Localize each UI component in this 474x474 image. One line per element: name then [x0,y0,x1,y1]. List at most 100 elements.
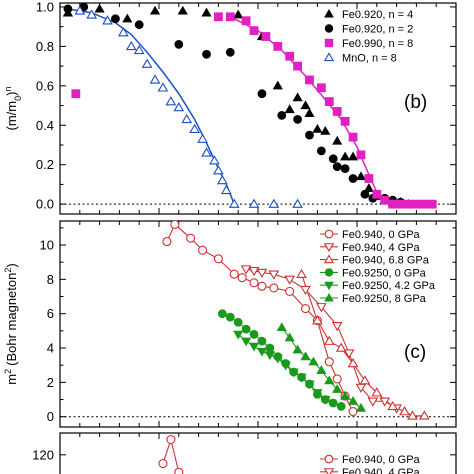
data-point [177,5,188,15]
data-point [149,5,161,15]
data-point [248,267,260,277]
data-point [396,199,405,209]
data-point [257,281,267,291]
data-point [268,270,280,280]
panel-label: (b) [404,92,427,113]
y-tick-label: 4 [47,341,54,356]
data-point [331,321,343,332]
data-point [241,337,252,347]
data-point [300,303,311,314]
data-point [411,199,421,209]
data-point [237,273,247,283]
data-point [213,254,223,264]
data-point [170,221,180,229]
data-point [340,116,350,126]
data-point [229,269,239,279]
legend-label: Fe0.940, 4 GPa [342,242,421,254]
legend-marker [324,281,334,291]
data-point [388,199,398,209]
data-point [305,130,314,140]
data-point [292,198,303,208]
legend-marker [324,454,334,464]
data-point [284,104,295,114]
legend-marker [323,254,335,264]
data-point [276,322,287,332]
data-point [248,198,260,208]
data-point [233,330,244,340]
data-point [312,389,323,398]
plot-area [60,3,456,209]
data-point [249,26,259,36]
data-point [149,74,161,84]
data-point [118,27,129,37]
data-point [225,12,235,22]
legend-marker [324,38,334,48]
data-point [86,9,98,19]
data-point [343,349,355,359]
legend-marker [324,9,334,18]
data-point [249,329,259,339]
legend-label: Fe0.920, n = 2 [342,24,413,36]
data-point [133,44,145,55]
data-point [265,343,275,353]
data-point [198,245,208,255]
data-point [277,111,287,120]
data-point [347,396,359,405]
legend-label: Fe0.940, 0 GPa [342,454,421,466]
data-point [202,49,211,59]
data-point [220,184,232,195]
data-point [292,344,303,354]
data-point [355,402,367,412]
data-point [261,32,271,41]
y-axis-title: (m/m0)n [3,87,23,131]
data-point [364,174,374,183]
data-point [328,154,338,164]
plot-area [60,221,456,420]
data-point [324,357,334,367]
data-point [174,467,184,474]
data-point [300,100,311,110]
data-point [399,406,410,416]
data-point [367,397,379,407]
data-point [419,199,429,209]
y-tick-label: 0.0 [36,197,54,212]
data-point [94,3,105,13]
data-point [285,51,295,61]
data-point [225,47,235,57]
data-point [174,40,184,49]
data-point [379,397,391,407]
data-point [372,189,382,199]
panel-2: 0 2 4 6 8 10 m2(Bohr magneton2) (c) Fe0.940, 0 G… [3,220,457,428]
legend-label: Fe0.9250, 4.2 GPa [342,280,436,292]
legend-marker [323,468,335,474]
y-tick-label: 0.8 [36,39,54,54]
data-point [269,283,279,293]
y-tick-label: 0 [47,409,54,424]
plot-area [158,434,184,474]
data-point [166,434,176,445]
legend-marker [324,229,334,239]
data-point [380,195,390,205]
data-point [197,133,208,143]
data-point [387,400,398,411]
data-point [249,278,259,288]
y-axis-title: m2(Bohr magneton2) [3,263,19,384]
data-point [272,354,283,364]
y-tick-label: 120 [32,447,54,462]
data-point [257,336,267,346]
data-point [404,199,413,209]
data-point [332,384,343,393]
data-point [316,83,326,93]
data-point [233,317,243,327]
data-point [209,155,220,165]
data-point [111,14,120,24]
data-point [324,97,334,106]
data-point [241,324,251,334]
data-point [71,89,81,99]
data-point [273,41,283,51]
y-tick-label: 2 [47,375,54,390]
y-tick-label: 6 [47,306,54,321]
data-point [272,80,283,90]
data-point [201,7,212,17]
